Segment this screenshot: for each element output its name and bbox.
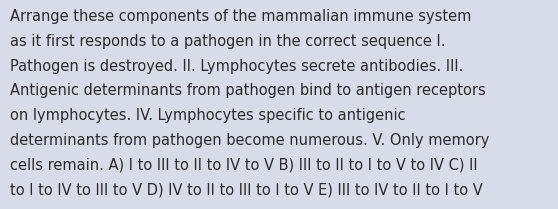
Text: Antigenic determinants from pathogen bind to antigen receptors: Antigenic determinants from pathogen bin… bbox=[10, 83, 486, 98]
Text: to I to IV to III to V D) IV to II to III to I to V E) III to IV to II to I to V: to I to IV to III to V D) IV to II to II… bbox=[10, 182, 483, 197]
Text: on lymphocytes. IV. Lymphocytes specific to antigenic: on lymphocytes. IV. Lymphocytes specific… bbox=[10, 108, 406, 123]
Text: cells remain. A) I to III to II to IV to V B) III to II to I to V to IV C) II: cells remain. A) I to III to II to IV to… bbox=[10, 157, 478, 172]
Text: Pathogen is destroyed. II. Lymphocytes secrete antibodies. III.: Pathogen is destroyed. II. Lymphocytes s… bbox=[10, 59, 463, 74]
Text: Arrange these components of the mammalian immune system: Arrange these components of the mammalia… bbox=[10, 9, 472, 24]
Text: as it first responds to a pathogen in the correct sequence I.: as it first responds to a pathogen in th… bbox=[10, 34, 445, 49]
Text: determinants from pathogen become numerous. V. Only memory: determinants from pathogen become numero… bbox=[10, 133, 489, 148]
